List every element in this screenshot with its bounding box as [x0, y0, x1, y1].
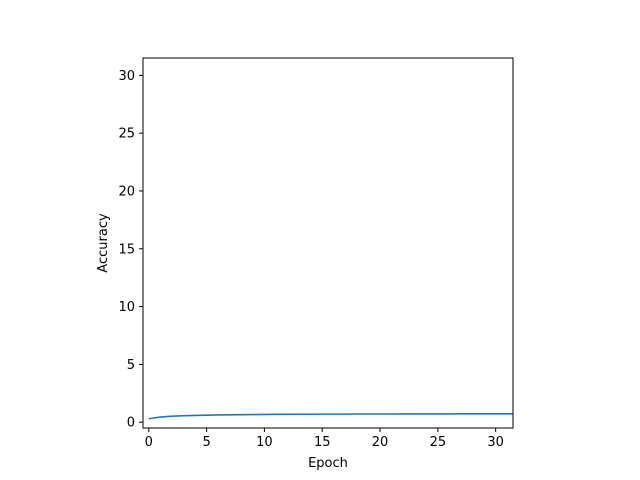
y-tick-label: 0: [127, 416, 135, 431]
y-tick-label: 15: [118, 242, 135, 257]
x-tick-label: 25: [430, 435, 447, 450]
y-tick-label: 30: [118, 69, 135, 84]
x-axis-ticks: 0 5 10 15 20 25 30: [145, 428, 504, 450]
series-layer: [148, 412, 513, 420]
y-tick-label: 20: [118, 184, 135, 199]
y-axis-label: Accuracy: [96, 213, 111, 273]
x-tick-label: 5: [202, 435, 210, 450]
y-tick-label: 25: [118, 127, 135, 142]
y-tick-label: 5: [127, 358, 135, 373]
plot-frame: [142, 57, 514, 429]
x-tick-label: 30: [487, 435, 504, 450]
x-axis-label: Epoch: [308, 456, 348, 471]
y-tick-label: 10: [118, 300, 135, 315]
x-tick-label: 10: [256, 435, 273, 450]
y-axis-ticks: 0 5 10 15 20 25 30: [118, 69, 143, 431]
x-tick-label: 0: [145, 435, 153, 450]
x-tick-label: 20: [372, 435, 389, 450]
series-line: [148, 412, 513, 420]
x-tick-label: 15: [314, 435, 331, 450]
